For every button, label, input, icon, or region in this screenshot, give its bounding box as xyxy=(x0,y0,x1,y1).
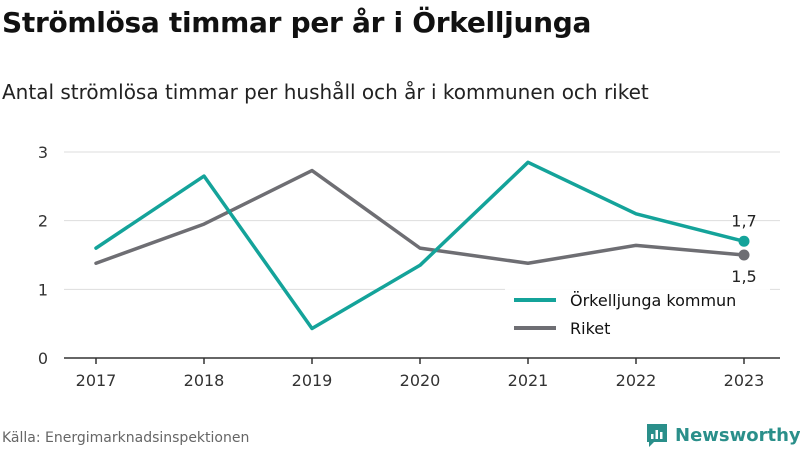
newsworthy-logo-icon xyxy=(647,424,667,447)
brand-name: Newsworthy xyxy=(675,424,800,446)
end-point-riket xyxy=(738,249,750,261)
y-tick-label: 0 xyxy=(38,349,48,368)
chart-title: Strömlösa timmar per år i Örkelljunga xyxy=(2,6,592,39)
y-tick-label: 2 xyxy=(38,212,48,231)
series-line-orkelljunga xyxy=(94,160,746,331)
x-tick-label: 2022 xyxy=(616,371,657,390)
end-label-orkelljunga: 1,7 xyxy=(731,211,756,230)
x-tick-label: 2020 xyxy=(400,371,441,390)
x-tick-label: 2018 xyxy=(184,371,225,390)
source-note: Källa: Energimarknadsinspektionen xyxy=(2,430,250,446)
x-tick-label: 2023 xyxy=(724,371,765,390)
x-tick-label: 2021 xyxy=(508,371,549,390)
brand-logo: Newsworthy xyxy=(645,420,800,450)
x-tick-label: 2017 xyxy=(76,371,117,390)
series-line-riket xyxy=(94,168,746,265)
y-tick-label: 3 xyxy=(38,143,48,162)
line-chart: 0 1 2 3 2017 2018 2019 2020 2021 2022 2023 1,7 1,5 Ör… xyxy=(38,143,780,390)
y-tick-label: 1 xyxy=(38,280,48,299)
end-label-riket: 1,5 xyxy=(731,267,756,286)
legend-background xyxy=(505,285,770,347)
x-tick-label: 2019 xyxy=(292,371,333,390)
chart-subtitle: Antal strömlösa timmar per hushåll och å… xyxy=(2,80,649,104)
legend-entry: Örkelljunga kommun xyxy=(570,291,736,310)
legend-entry: Riket xyxy=(570,319,610,338)
end-point-orkelljunga xyxy=(738,235,750,247)
